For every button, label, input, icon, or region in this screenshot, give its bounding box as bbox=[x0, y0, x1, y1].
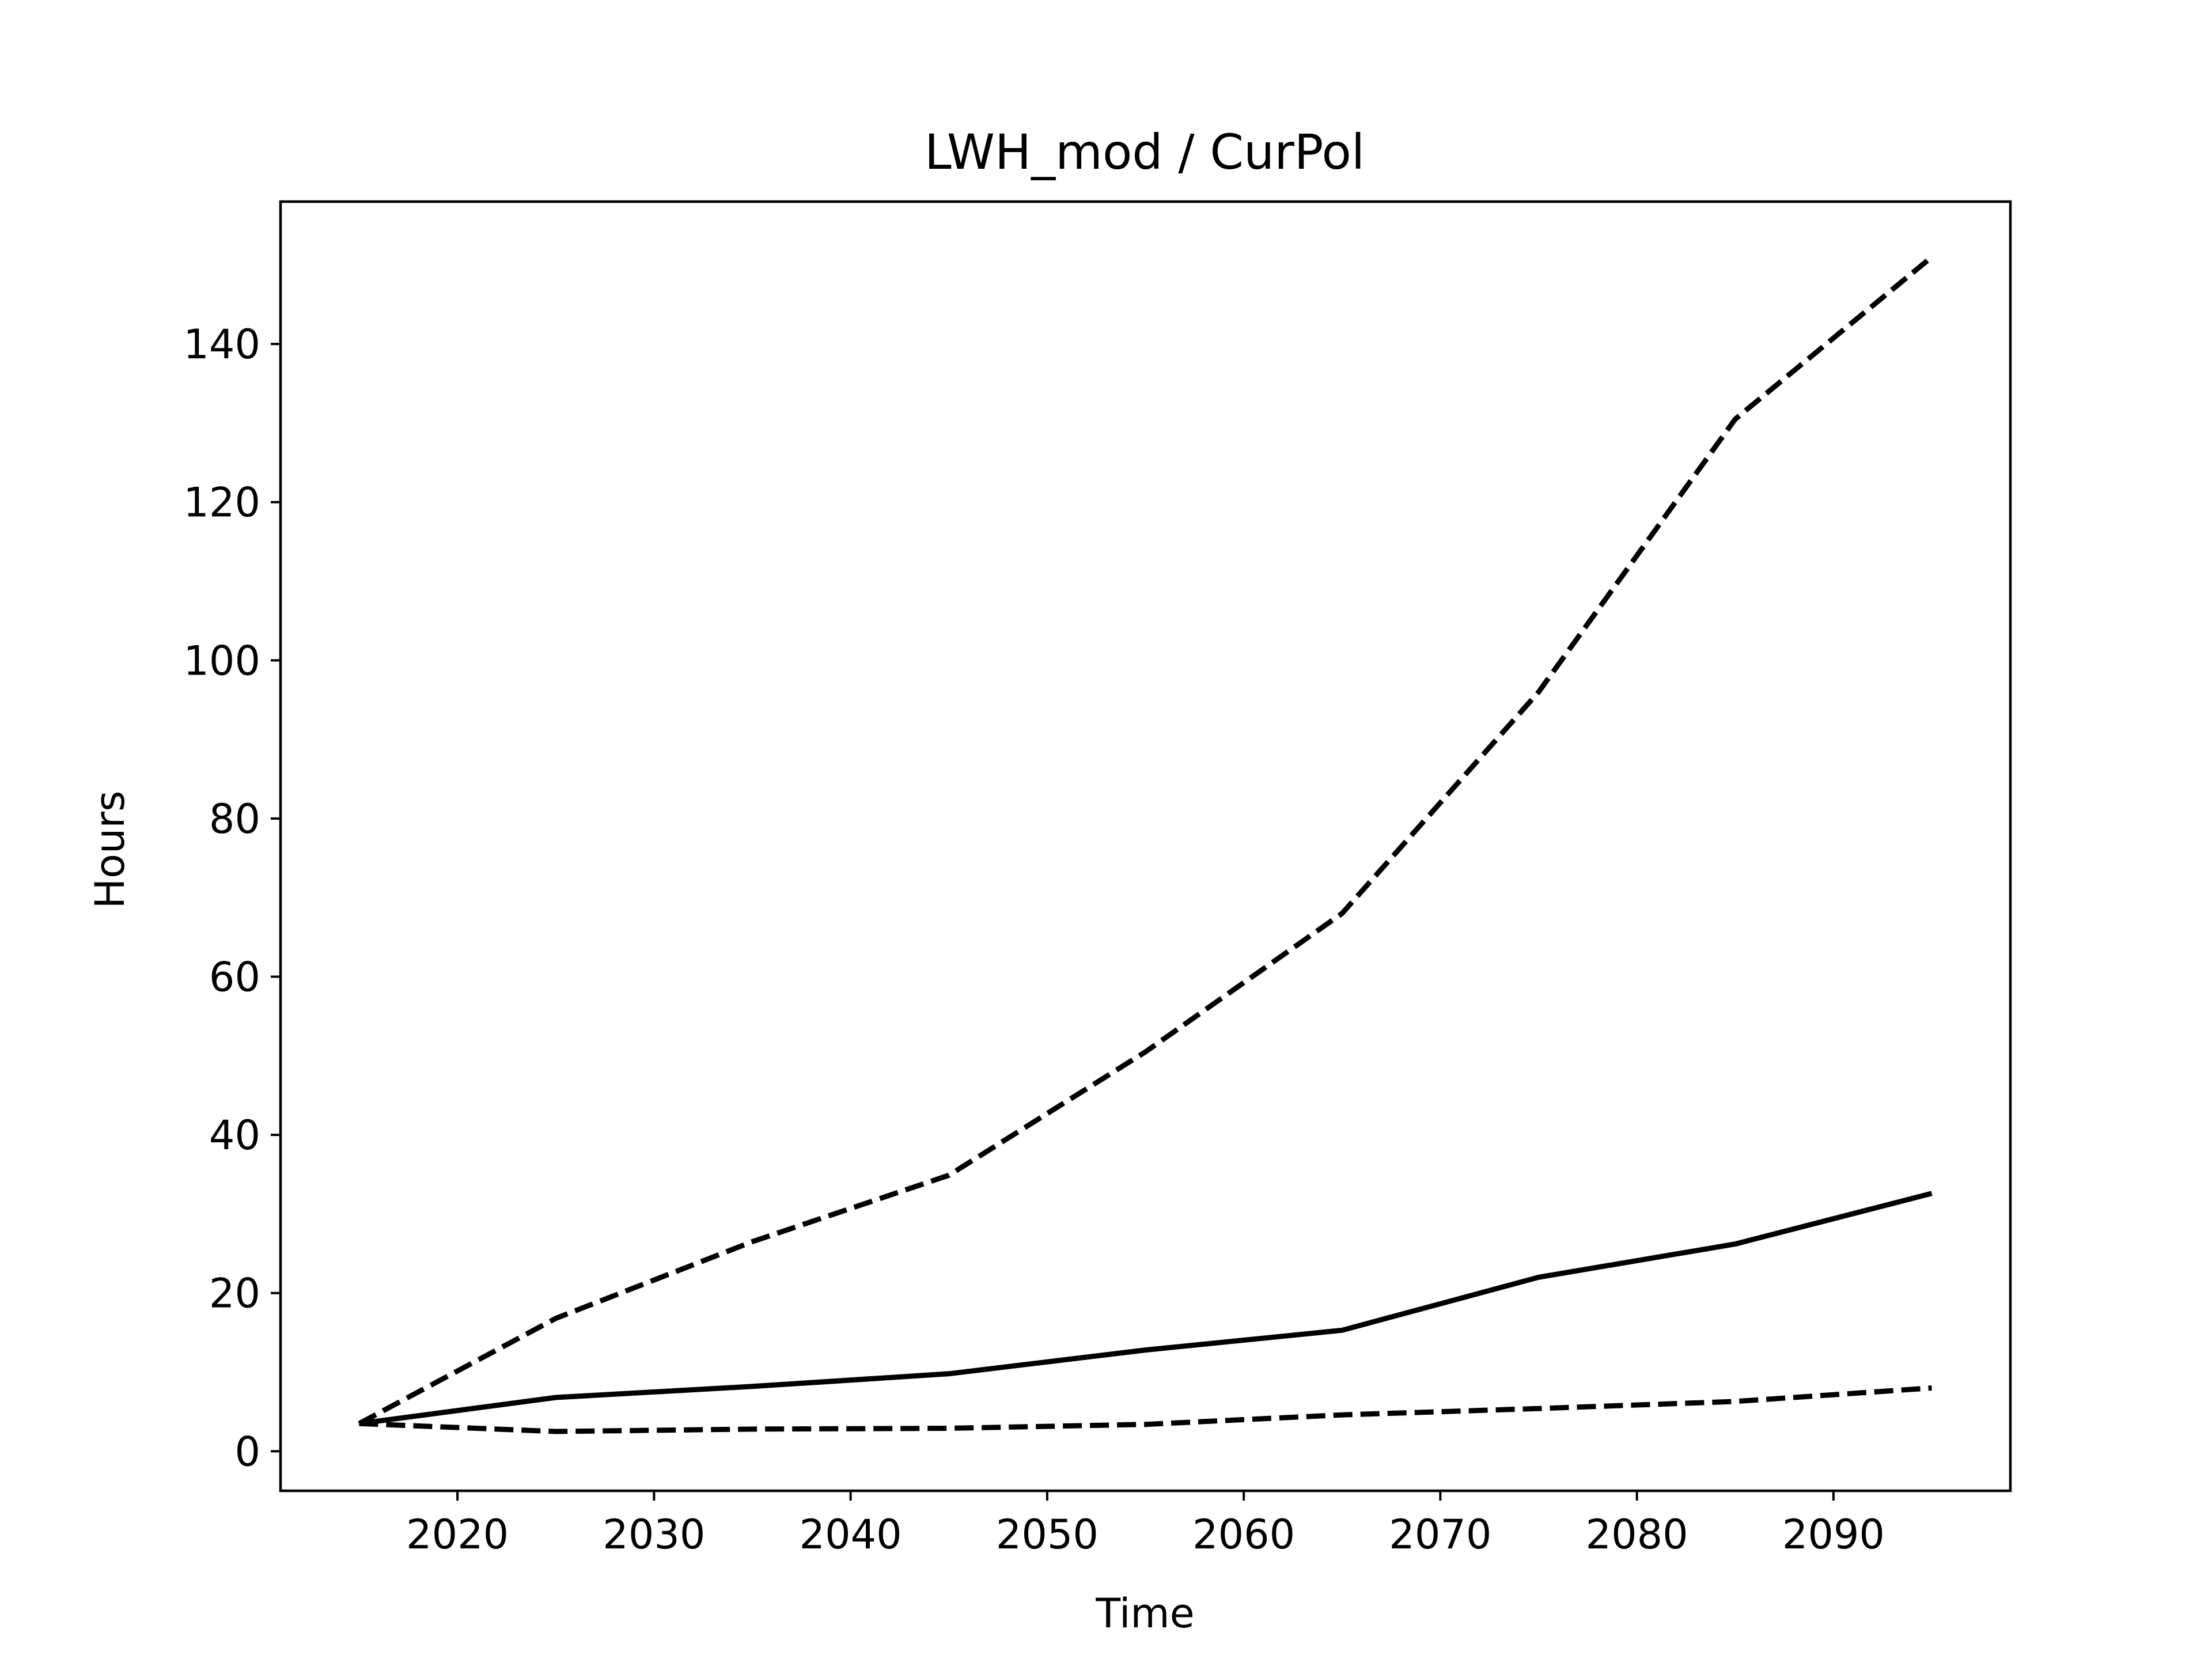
series-line-2 bbox=[358, 255, 1934, 1426]
y-tick-label: 0 bbox=[234, 1428, 260, 1475]
x-tick-label: 2050 bbox=[996, 1511, 1099, 1558]
x-tick-label: 2020 bbox=[406, 1511, 509, 1558]
x-tick-label: 2060 bbox=[1192, 1511, 1295, 1558]
x-axis-label: Time bbox=[1095, 1590, 1194, 1637]
x-axis-ticks: 2020 2030 2040 2050 2060 2070 2080 2090 bbox=[406, 1491, 1885, 1558]
y-axis-label: Hours bbox=[86, 790, 134, 908]
x-tick-label: 2040 bbox=[800, 1511, 902, 1558]
y-tick-label: 20 bbox=[209, 1270, 260, 1317]
y-tick-label: 120 bbox=[183, 479, 260, 527]
x-tick-label: 2090 bbox=[1782, 1511, 1885, 1558]
x-tick-label: 2030 bbox=[603, 1511, 705, 1558]
x-tick-label: 2070 bbox=[1389, 1511, 1491, 1558]
y-tick-label: 80 bbox=[209, 796, 260, 843]
y-tick-label: 140 bbox=[183, 321, 260, 368]
series-line-3 bbox=[359, 1385, 1932, 1434]
y-axis-ticks: 0 20 40 60 80 100 120 140 bbox=[183, 321, 281, 1475]
plot-area-frame bbox=[279, 200, 2012, 1493]
series-line-1 bbox=[358, 1191, 1933, 1426]
chart-title: LWH_mod / CurPol bbox=[925, 124, 1365, 180]
y-tick-label: 60 bbox=[209, 954, 260, 1001]
y-tick-label: 40 bbox=[209, 1112, 260, 1159]
x-tick-label: 2080 bbox=[1586, 1511, 1688, 1558]
plot-lines bbox=[358, 255, 1934, 1434]
y-tick-label: 100 bbox=[183, 637, 260, 684]
